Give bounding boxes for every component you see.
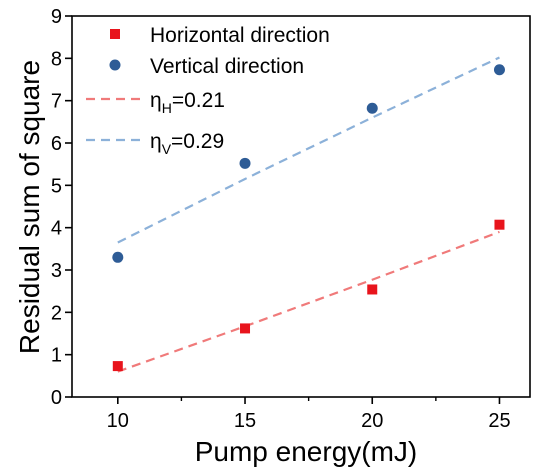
x-axis-label: Pump energy(mJ) [195, 436, 418, 467]
y-tick-label: 2 [51, 302, 62, 324]
legend-label: Horizontal direction [150, 24, 330, 47]
data-point [112, 361, 123, 372]
plot-frame [71, 15, 531, 398]
y-tick-label: 9 [51, 6, 62, 28]
legend-label: ηH=0.21 [150, 89, 225, 116]
y-tick-label: 4 [51, 218, 62, 240]
y-axis-label: Residual sum of square [14, 60, 45, 354]
data-point [240, 323, 251, 334]
legend-marker [110, 29, 120, 39]
legend: Horizontal direction Vertical direction ηH… [86, 24, 330, 157]
data-point [367, 284, 378, 295]
x-tick-label: 25 [488, 410, 510, 432]
y-tick-label: 8 [51, 48, 62, 70]
axes: 10 15 20 25 0 1 2 3 4 5 6 7 8 9 [51, 6, 531, 432]
data-point [366, 102, 378, 114]
y-tick-label: 1 [51, 345, 62, 367]
x-tick-label: 10 [107, 410, 129, 432]
fit-lines [117, 56, 500, 373]
y-tick-label: 7 [51, 91, 62, 113]
legend-label: Vertical direction [150, 55, 304, 78]
fit-line [117, 56, 500, 244]
y-tick-label: 3 [51, 260, 62, 282]
x-tick-label: 15 [234, 410, 256, 432]
legend-label: ηV=0.29 [150, 130, 224, 157]
y-tick-label: 6 [51, 133, 62, 155]
legend-marker [109, 59, 121, 71]
data-point [239, 157, 251, 169]
data-point [494, 219, 505, 230]
fit-line [117, 230, 500, 373]
data-point [493, 64, 505, 76]
y-tick-label: 0 [51, 387, 62, 409]
data-point [112, 251, 124, 263]
y-tick-label: 5 [51, 175, 62, 197]
x-tick-label: 20 [361, 410, 383, 432]
data-markers [112, 64, 505, 372]
